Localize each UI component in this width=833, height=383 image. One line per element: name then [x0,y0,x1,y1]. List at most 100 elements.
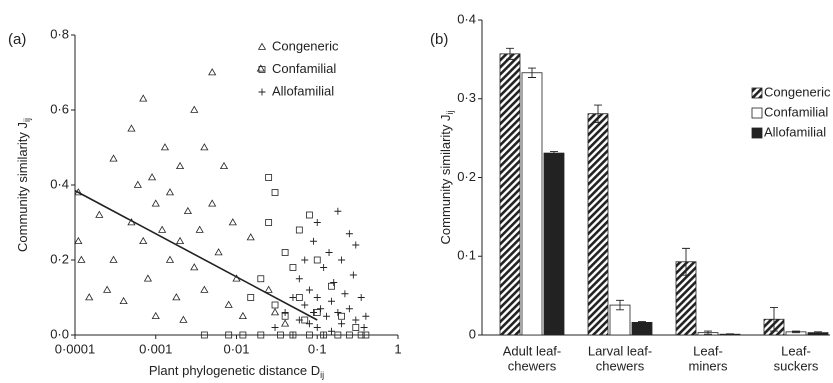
panel-label: (a) [8,31,26,48]
axis-label: Plant phylogenetic distance Dij [149,363,324,380]
marker-square [200,331,208,339]
x-tick-label: Leaf- [781,343,811,358]
marker-triangle [190,105,199,113]
marker-triangle [200,285,209,293]
marker-square [328,282,335,290]
error-bar [616,299,624,311]
marker-triangle [139,236,148,245]
y-tick-label: 0·8 [50,26,69,41]
error-bar [682,247,690,276]
marker-triangle [183,206,192,215]
marker-square [357,331,365,339]
marker-plus [352,241,360,249]
marker-plus [362,312,370,320]
marker-plus [320,331,328,339]
axis-label-sub: ij [445,110,455,114]
error-bar [594,104,602,123]
marker-plus [338,320,346,328]
marker-triangle [219,161,229,170]
marker-plus [360,324,368,331]
legend-label: Congeneric [272,38,339,53]
x-tick-label: chewers [508,358,557,373]
y-tick-label: 0·2 [457,169,476,184]
axis-label-text: Plant phylogenetic distance D [149,363,320,378]
bar [543,152,565,336]
marker-triangle [264,285,273,293]
marker-plus [322,312,330,320]
x-tick-label: miners [688,358,728,373]
marker-square [247,294,255,301]
marker-plus [313,219,321,226]
legend-label: Confamilial [272,61,336,76]
marker-plus [345,305,353,313]
legend-label: Allofamilial [272,83,334,98]
marker-square [281,249,289,256]
marker-triangle [119,296,128,305]
y-tick-label: 0·0 [50,326,69,341]
fit-line [74,189,318,321]
marker-square [225,331,233,339]
marker-triangle [151,199,160,207]
legend-swatch [751,127,763,139]
error-bar [726,333,734,336]
x-tick-label: 0·01 [223,341,249,356]
marker-plus [317,305,325,313]
marker-square [352,324,360,331]
marker-square [271,189,279,196]
marker-square [306,331,313,339]
marker-triangle [175,236,185,245]
legend-swatch [751,87,763,99]
marker-triangle [77,255,86,263]
marker-triangle [165,188,175,196]
y-tick-label: 0·6 [50,101,69,116]
marker-plus [289,294,297,301]
axis-label-sub: ij [22,118,32,122]
axis-label-text: Community similarity J [15,122,30,252]
marker-triangle [143,274,153,282]
legend-label: Confamilial [764,104,828,119]
marker-plus [301,256,309,264]
x-tick-label: 1 [394,341,401,356]
x-tick-label: chewers [596,358,645,373]
marker-triangle [190,263,199,271]
marker-triangle [103,285,112,293]
marker-plus [295,275,303,283]
marker-plus [330,279,338,286]
marker-plus [341,290,349,298]
marker-square [265,174,273,181]
marker-triangle [160,143,170,151]
error-bar [528,67,536,78]
marker-plus [289,331,297,339]
marker-triangle [95,210,104,218]
marker-plus [305,320,313,328]
marker-triangle [133,180,142,188]
marker-triangle [200,143,209,151]
marker-plus [301,301,309,309]
marker-square [362,331,370,339]
marker-triangle [165,255,175,263]
marker-triangle [281,319,290,327]
marker-triangle [158,225,167,233]
marker-plus [320,264,328,271]
marker-plus [357,294,365,301]
marker-plus [295,316,303,324]
x-tick-label: 0·001 [139,341,172,356]
marker-triangle [270,308,280,316]
bar [587,113,609,336]
marker-triangle [208,68,217,76]
marker-plus [352,316,360,324]
marker-triangle [179,315,188,323]
marker-triangle [214,248,223,256]
panel-label: (b) [430,31,448,48]
marker-plus [310,237,318,245]
legend-swatch [751,107,763,119]
axis-line [74,35,398,336]
x-tick-label: suckers [774,358,819,373]
error-bar [550,151,558,156]
marker-triangle [256,64,265,72]
marker-plus [338,256,346,264]
marker-plus [327,297,335,305]
axis-label-text: Community similarity J [438,114,453,244]
y-tick-label: 0·4 [457,11,476,26]
legend-label: Congeneric [764,84,831,99]
